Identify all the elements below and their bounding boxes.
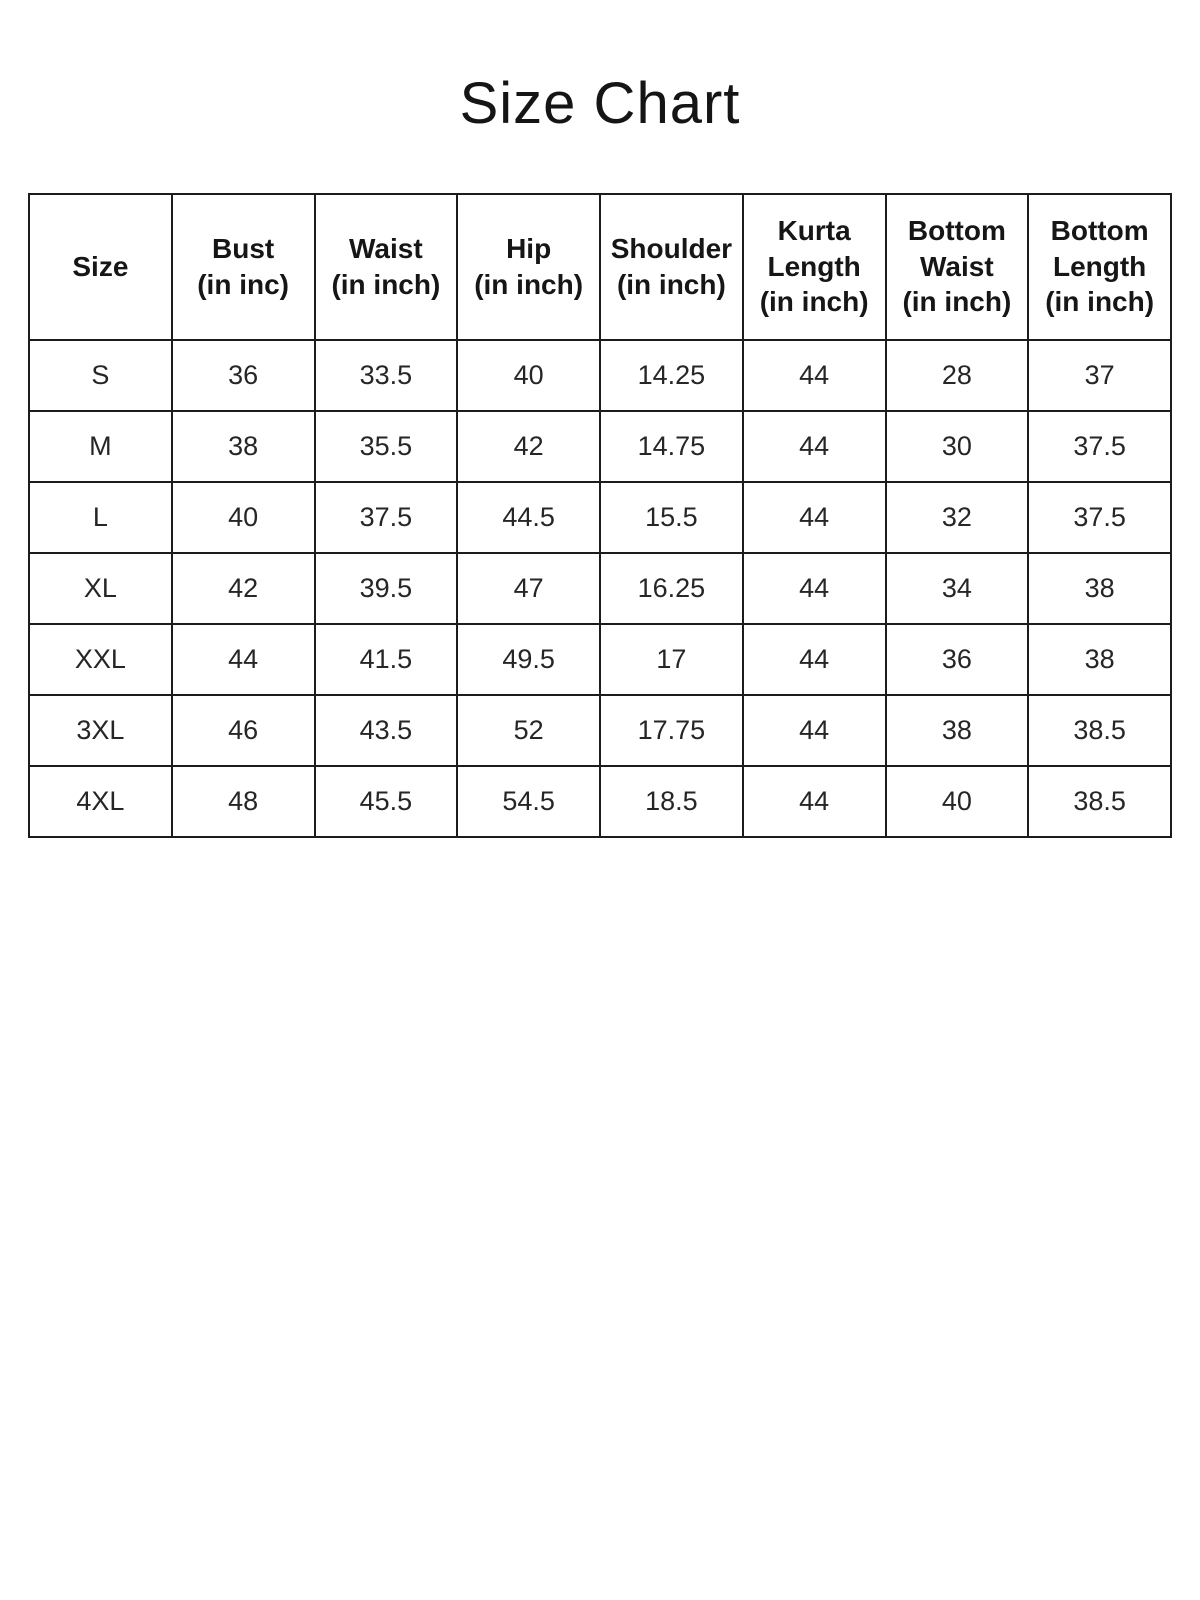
table-row: XL 42 39.5 47 16.25 44 34 38 [28, 551, 1172, 625]
header-row: Size Bust (in inc) Waist (in inch) Hip (in inc… [28, 192, 1172, 341]
measurement-cell: 38 [1027, 622, 1172, 696]
measurement-cell: 44 [741, 480, 887, 554]
table-row: M 38 35.5 42 14.75 44 30 37.5 [28, 409, 1172, 483]
size-cell: 4XL [28, 764, 173, 838]
measurement-cell: 38.5 [1027, 764, 1172, 838]
measurement-cell: 28 [884, 338, 1030, 412]
measurement-cell: 37 [1027, 338, 1172, 412]
column-header-label: Kurta Length [767, 214, 861, 282]
measurement-cell: 30 [884, 409, 1030, 483]
table-row: L 40 37.5 44.5 15.5 44 32 37.5 [28, 480, 1172, 554]
measurement-cell: 33.5 [313, 338, 459, 412]
measurement-cell: 16.25 [599, 551, 744, 625]
column-header: Size [28, 192, 173, 341]
column-header: Waist (in inch) [313, 192, 459, 341]
measurement-cell: 15.5 [599, 480, 744, 554]
measurement-cell: 47 [456, 551, 601, 625]
column-header: Bottom Length (in inch) [1027, 192, 1172, 341]
measurement-cell: 41.5 [313, 622, 459, 696]
table-row: 3XL 46 43.5 52 17.75 44 38 38.5 [28, 693, 1172, 767]
measurement-cell: 14.75 [599, 409, 744, 483]
size-cell: M [28, 409, 173, 483]
measurement-cell: 44 [741, 409, 887, 483]
column-header-unit: (in inch) [759, 286, 869, 318]
measurement-cell: 38 [170, 409, 316, 483]
size-cell: XL [28, 551, 173, 625]
size-cell: 3XL [28, 693, 173, 767]
table-row: S 36 33.5 40 14.25 44 28 37 [28, 338, 1172, 412]
table-body: S 36 33.5 40 14.25 44 28 37 M 38 35.5 42 14.75 44 30 37… [28, 338, 1172, 838]
measurement-cell: 17.75 [599, 693, 744, 767]
measurement-cell: 44 [741, 622, 887, 696]
column-header: Hip (in inch) [456, 192, 601, 341]
size-chart-table: Size Bust (in inc) Waist (in inch) Hip (in inc… [28, 192, 1172, 838]
column-header-label: Bottom Length [1050, 214, 1149, 282]
measurement-cell: 54.5 [456, 764, 601, 838]
column-header-unit: (in inch) [331, 268, 441, 300]
measurement-cell: 44 [741, 338, 887, 412]
measurement-cell: 37.5 [1027, 480, 1172, 554]
column-header-unit: (in inc) [197, 268, 289, 300]
measurement-cell: 42 [456, 409, 601, 483]
measurement-cell: 44.5 [456, 480, 601, 554]
table-header: Size Bust (in inc) Waist (in inch) Hip (in inc… [28, 192, 1172, 341]
size-cell: XXL [28, 622, 173, 696]
measurement-cell: 44 [170, 622, 316, 696]
column-header-label: Shoulder [610, 232, 733, 264]
measurement-cell: 48 [170, 764, 316, 838]
column-header-unit: (in inch) [474, 268, 584, 300]
column-header: Shoulder (in inch) [599, 192, 744, 341]
measurement-cell: 37.5 [1027, 409, 1172, 483]
measurement-cell: 40 [170, 480, 316, 554]
measurement-cell: 46 [170, 693, 316, 767]
table-row: 4XL 48 45.5 54.5 18.5 44 40 38.5 [28, 764, 1172, 838]
page-title: Size Chart [459, 71, 741, 136]
measurement-cell: 45.5 [313, 764, 459, 838]
size-cell: S [28, 338, 173, 412]
column-header-label: Size [72, 250, 129, 282]
column-header-unit: (in inch) [1045, 286, 1155, 318]
measurement-cell: 18.5 [599, 764, 744, 838]
measurement-cell: 43.5 [313, 693, 459, 767]
measurement-cell: 42 [170, 551, 316, 625]
measurement-cell: 36 [884, 622, 1030, 696]
measurement-cell: 44 [741, 693, 887, 767]
measurement-cell: 17 [599, 622, 744, 696]
measurement-cell: 40 [884, 764, 1030, 838]
measurement-cell: 37.5 [313, 480, 459, 554]
measurement-cell: 44 [741, 551, 887, 625]
measurement-cell: 32 [884, 480, 1030, 554]
column-header-unit: (in inch) [616, 268, 726, 300]
measurement-cell: 38 [1027, 551, 1172, 625]
column-header: Bottom Waist (in inch) [884, 192, 1030, 341]
column-header: Bust (in inc) [170, 192, 316, 341]
measurement-cell: 38.5 [1027, 693, 1172, 767]
measurement-cell: 14.25 [599, 338, 744, 412]
measurement-cell: 36 [170, 338, 316, 412]
measurement-cell: 38 [884, 693, 1030, 767]
measurement-cell: 49.5 [456, 622, 601, 696]
measurement-cell: 34 [884, 551, 1030, 625]
measurement-cell: 35.5 [313, 409, 459, 483]
measurement-cell: 52 [456, 693, 601, 767]
size-cell: L [28, 480, 173, 554]
measurement-cell: 39.5 [313, 551, 459, 625]
column-header-unit: (in inch) [902, 286, 1012, 318]
column-header: Kurta Length (in inch) [741, 192, 887, 341]
table-row: XXL 44 41.5 49.5 17 44 36 38 [28, 622, 1172, 696]
measurement-cell: 44 [741, 764, 887, 838]
measurement-cell: 40 [456, 338, 601, 412]
column-header-label: Waist [349, 232, 423, 264]
column-header-label: Bottom Waist [907, 214, 1006, 282]
column-header-label: Hip [506, 232, 552, 264]
column-header-label: Bust [212, 232, 275, 264]
